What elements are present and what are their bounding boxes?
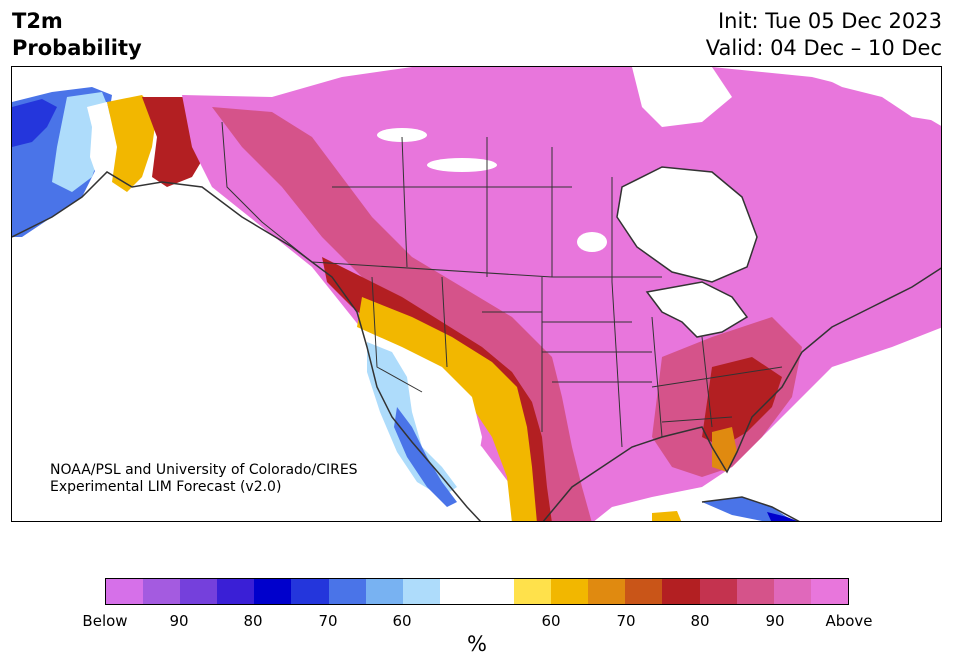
alaska-border <box>221 121 313 263</box>
great-lakes <box>647 282 747 337</box>
lake-winnipeg <box>577 232 607 252</box>
color-scale-tick-label: 90 <box>765 612 785 630</box>
color-scale-segment <box>217 579 255 604</box>
color-scale-segment <box>106 579 144 604</box>
color-scale-tick-label: 80 <box>243 612 263 630</box>
tn-border <box>651 366 783 388</box>
variable-title: T2m <box>12 9 63 33</box>
sw-pale-blue <box>367 342 457 497</box>
color-scale-segment <box>773 579 811 604</box>
unit-label: % <box>467 632 487 656</box>
color-scale-segment <box>328 579 366 604</box>
color-scale-segment <box>402 579 440 604</box>
color-scale-segment <box>625 579 663 604</box>
arctic-water <box>632 67 732 127</box>
init-date: Init: Tue 05 Dec 2023 <box>717 9 942 33</box>
color-scale-bar <box>105 578 849 605</box>
color-scale-tick-label: 70 <box>318 612 338 630</box>
color-scale-segment <box>291 579 329 604</box>
date-block: Init: Tue 05 Dec 2023 Valid: 04 Dec – 10… <box>706 8 942 62</box>
arctic-water-east <box>802 67 941 122</box>
pacific-coast <box>12 171 482 521</box>
title-block: T2m Probability <box>12 8 142 62</box>
valid-range: Valid: 04 Dec – 10 Dec <box>705 36 942 60</box>
se-dark-band <box>702 357 782 447</box>
oh-border <box>701 336 713 428</box>
alaska-deep-blue <box>12 99 57 147</box>
great-bear-lake <box>377 128 427 142</box>
gulf-states-border <box>661 416 733 423</box>
color-scale-tick-label: 60 <box>541 612 561 630</box>
credit-line-2: Experimental LIM Forecast (v2.0) <box>50 479 282 495</box>
above-mid-band <box>212 107 592 521</box>
color-scale-tick-label: Above <box>825 612 873 630</box>
florida-orange <box>712 427 737 472</box>
color-scale-segment <box>551 579 589 604</box>
color-scale-tick-label: 70 <box>616 612 636 630</box>
color-scale-segment <box>514 579 552 604</box>
color-scale-segment <box>180 579 218 604</box>
color-scale-segment <box>476 579 515 604</box>
color-scale-tick-label: 60 <box>392 612 412 630</box>
color-scale-tick-label: Below <box>82 612 128 630</box>
us-west-border <box>371 276 423 393</box>
great-lakes-coast <box>645 281 749 338</box>
color-scale-segment <box>699 579 737 604</box>
color-scale-segment <box>143 579 181 604</box>
forecast-map: NOAA/PSL and University of Colorado/CIRE… <box>11 66 942 522</box>
color-scale-tick-label: 80 <box>690 612 710 630</box>
great-slave-lake <box>427 158 497 172</box>
coastlines <box>12 166 941 521</box>
alaska-yellow-band <box>107 95 157 192</box>
color-scale-segment <box>365 579 403 604</box>
metric-title: Probability <box>12 36 142 60</box>
atlantic-gulf-coast <box>542 267 941 521</box>
color-scale-segment <box>254 579 292 604</box>
color-scale-segment <box>439 579 477 604</box>
hudson-bay-coast <box>616 166 758 283</box>
cuba-blue <box>702 497 787 521</box>
il-in-border <box>651 316 663 438</box>
cuba-deep-blue <box>767 512 797 521</box>
bc-alberta-border <box>401 136 408 268</box>
mississippi-line <box>611 281 623 448</box>
political-borders <box>221 121 783 448</box>
alaska-white-band <box>87 102 112 177</box>
yucatan-yellow <box>652 511 682 521</box>
color-scale-segment <box>662 579 700 604</box>
color-scale-tick-label: 90 <box>169 612 189 630</box>
color-scale-segment <box>810 579 848 604</box>
credit-line-1: NOAA/PSL and University of Colorado/CIRE… <box>50 462 358 478</box>
color-scale-segment <box>588 579 626 604</box>
idaho-border <box>441 276 448 368</box>
cuba-coast <box>701 496 800 521</box>
hudson-bay <box>617 167 757 282</box>
map-canvas <box>12 67 941 521</box>
credit-text: NOAA/PSL and University of Colorado/CIRE… <box>50 462 358 496</box>
color-scale-segment <box>736 579 774 604</box>
